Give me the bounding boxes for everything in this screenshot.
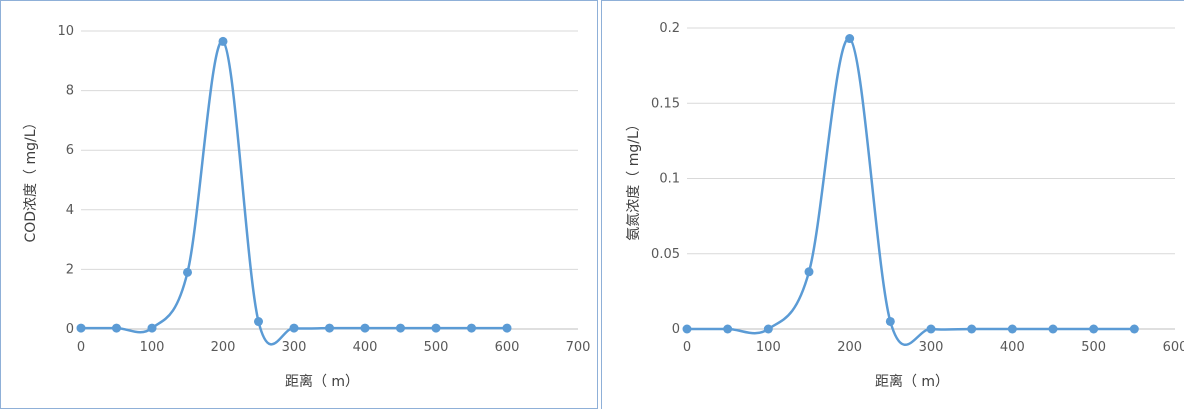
cod-y-tick-label: 4: [66, 203, 74, 218]
cod-data-point: [218, 36, 228, 46]
cod-y-tick-label: 2: [66, 262, 74, 277]
ammonia-data-point: [1048, 324, 1058, 334]
ammonia-plot: 0 0.05 0.1 0.15 0.2 0 100 200 300 400 500 600: [651, 21, 1184, 355]
ammonia-y-tick-label: 0.05: [651, 247, 680, 262]
cod-chart-xlabel: 距离（ m）: [285, 373, 359, 390]
ammonia-chart: 距离（ m） 氨氮浓度（ mg/L） 0 0.05 0.1 0.15 0.2 0 100 20…: [626, 21, 1184, 390]
cod-chart-panel: 距离（ m） COD浓度（ mg/L） 0 2 4 6 8 10 0 100 200 300 400…: [0, 0, 598, 409]
cod-data-point: [183, 267, 192, 277]
cod-data-point: [467, 323, 476, 333]
cod-y-tick-label: 0: [66, 322, 74, 337]
cod-data-point: [502, 323, 512, 333]
ammonia-x-tick-label: 100: [756, 340, 781, 355]
ammonia-y-tick-label: 0.2: [659, 21, 680, 36]
cod-x-tick-label: 200: [211, 340, 236, 355]
ammonia-chart-panel: 距离（ m） 氨氮浓度（ mg/L） 0 0.05 0.1 0.15 0.2 0 100 20…: [601, 0, 1184, 409]
cod-x-tick-label: 500: [424, 340, 449, 355]
cod-data-point: [76, 323, 86, 333]
ammonia-data-point: [885, 316, 895, 326]
ammonia-data-point: [926, 324, 936, 334]
cod-data-point: [431, 323, 441, 333]
cod-x-tick-label: 700: [566, 340, 591, 355]
ammonia-x-tick-label: 500: [1081, 340, 1106, 355]
ammonia-data-point: [723, 324, 733, 334]
ammonia-data-point: [682, 324, 692, 334]
cod-data-point: [325, 323, 334, 333]
ammonia-y-tick-label: 0.15: [651, 96, 680, 111]
ammonia-data-point: [804, 267, 814, 277]
ammonia-x-tick-label: 600: [1163, 340, 1184, 355]
ammonia-y-tick-label: 0: [672, 322, 680, 337]
cod-series-line: [80, 40, 507, 346]
ammonia-data-point: [845, 34, 855, 44]
ammonia-data-point: [1089, 324, 1099, 334]
cod-x-tick-label: 400: [353, 340, 378, 355]
cod-chart-ylabel: COD浓度（ mg/L）: [23, 115, 39, 242]
cod-x-tick-label: 100: [140, 340, 165, 355]
ammonia-x-tick-label: 300: [919, 340, 944, 355]
cod-x-tick-label: 0: [77, 340, 85, 355]
cod-y-tick-label: 10: [57, 24, 74, 39]
cod-data-point: [147, 323, 157, 333]
cod-y-tick-label: 6: [66, 143, 74, 158]
cod-data-point: [112, 323, 121, 333]
cod-data-point: [289, 323, 299, 333]
cod-data-point: [396, 323, 405, 333]
ammonia-chart-ylabel: 氨氮浓度（ mg/L）: [626, 117, 642, 241]
cod-x-tick-label: 600: [495, 340, 520, 355]
ammonia-series-line: [687, 37, 1135, 347]
ammonia-y-tick-label: 0.1: [659, 172, 680, 187]
ammonia-data-point: [763, 324, 773, 334]
cod-data-point: [360, 323, 370, 333]
cod-x-tick-label: 300: [282, 340, 307, 355]
ammonia-x-tick-label: 400: [1000, 340, 1025, 355]
ammonia-x-tick-label: 0: [683, 340, 691, 355]
cod-data-point: [254, 317, 263, 327]
ammonia-data-point: [1129, 324, 1139, 334]
ammonia-data-point: [967, 324, 977, 334]
ammonia-data-point: [1007, 324, 1017, 334]
cod-y-tick-label: 8: [66, 84, 74, 99]
ammonia-x-tick-label: 200: [837, 340, 862, 355]
ammonia-chart-xlabel: 距离（ m）: [875, 373, 949, 390]
